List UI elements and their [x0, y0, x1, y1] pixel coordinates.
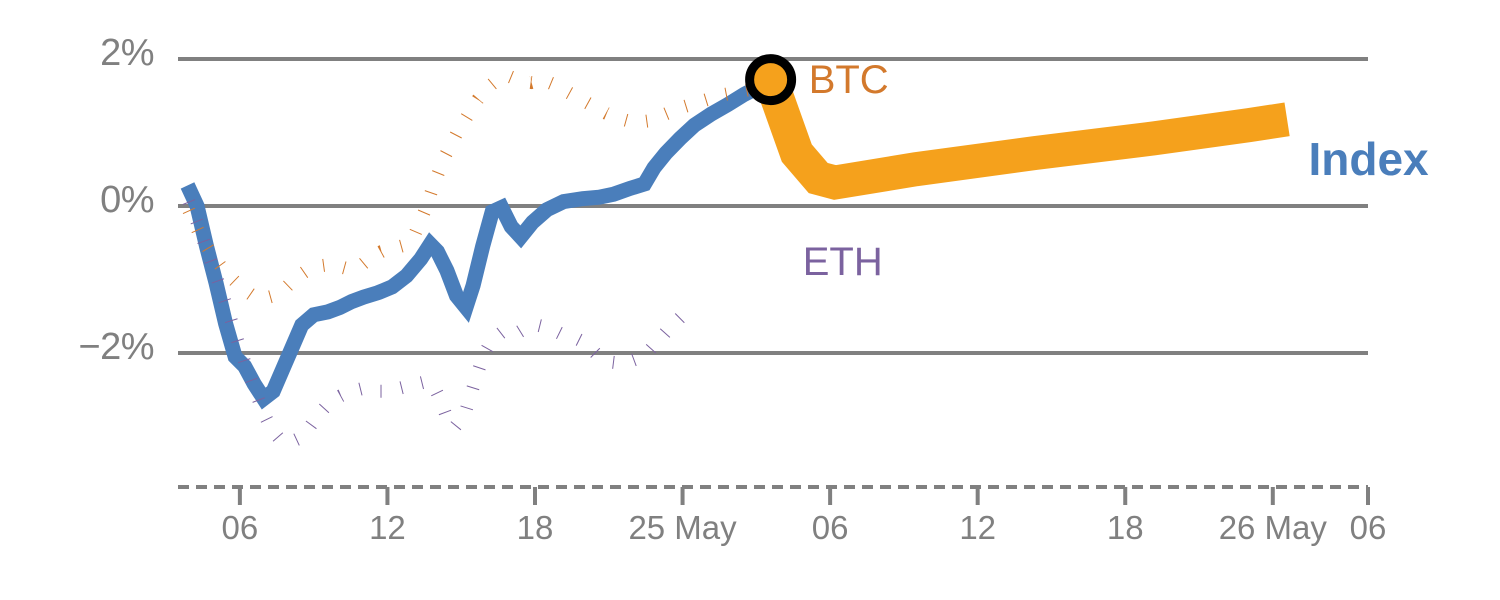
x-tick-label-4: 06: [811, 509, 849, 546]
x-tick-label-2: 18: [516, 509, 554, 546]
x-tick-label-7: 26 May: [1218, 509, 1327, 546]
series-line-index: [180, 73, 775, 410]
btc-forecast-start-marker[interactable]: [745, 54, 797, 106]
y-tick-label-2: −2%: [78, 326, 154, 368]
x-tick-label-8: 06: [1349, 509, 1387, 546]
x-tick-label-5: 12: [959, 509, 997, 546]
x-axis: [178, 485, 1370, 505]
x-tick-label-1: 12: [369, 509, 406, 546]
series-label-btc: BTC: [808, 57, 889, 102]
series-label-index: Index: [1308, 132, 1429, 185]
x-tick-label-3: 25 May: [628, 509, 737, 546]
y-tick-label-1: 0%: [100, 179, 154, 221]
x-tick-label-6: 18: [1106, 509, 1144, 546]
y-tick-label-0: 2%: [100, 32, 154, 74]
series-label-eth: ETH: [802, 240, 883, 285]
series-line-btc-forecast: [754, 73, 1290, 200]
x-tick-label-0: 06: [221, 509, 259, 546]
data-series: [180, 69, 1290, 450]
marker-circle[interactable]: [745, 54, 797, 106]
